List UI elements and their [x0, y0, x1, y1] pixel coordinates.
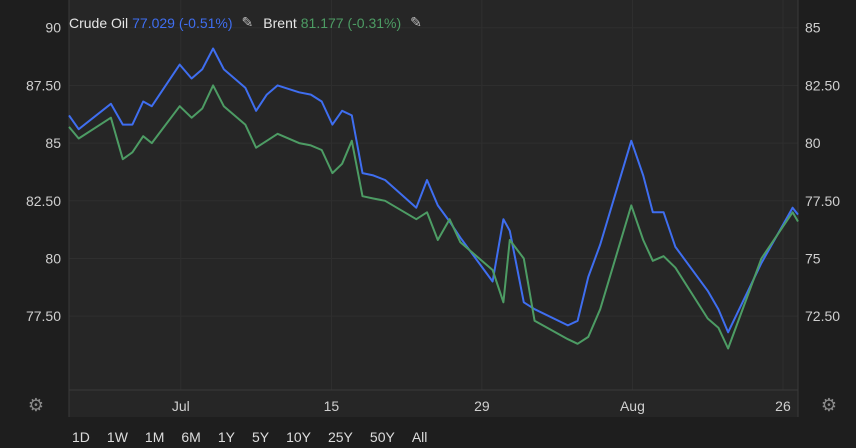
range-button-1m[interactable]: 1M [144, 429, 165, 445]
range-button-25y[interactable]: 25Y [327, 429, 353, 445]
range-button-50y[interactable]: 50Y [369, 429, 395, 445]
y-right-tick-label: 82.50 [805, 77, 840, 93]
series-lines [68, 47, 799, 350]
x-tick-label: 29 [474, 398, 490, 414]
y-right-tick-label: 77.50 [805, 193, 840, 209]
x-tick-label: Jul [172, 398, 190, 414]
pencil-icon[interactable]: ✎ [241, 14, 254, 30]
range-button-1d[interactable]: 1D [72, 429, 90, 445]
range-button-1w[interactable]: 1W [106, 429, 128, 445]
legend-brent-value: 81.177 (-0.31%) [300, 14, 402, 31]
y-right-tick-label: 80 [805, 135, 821, 151]
axis-ticks: 90 87.50 85 82.50 80 77.50 85 82.50 80 77.50 75 72.… [26, 20, 840, 414]
y-left-tick-label: 82.50 [26, 193, 61, 209]
y-right-tick-label: 85 [805, 20, 821, 36]
pencil-icon[interactable]: ✎ [410, 14, 422, 30]
legend-crude-name: Crude Oil [69, 14, 129, 31]
gear-icon[interactable]: ⚙ [27, 395, 45, 415]
crude-oil-line [68, 47, 799, 334]
y-right-tick-label: 75 [805, 250, 821, 266]
y-left-tick-label: 87.50 [26, 77, 61, 93]
y-right-tick-label: 72.50 [805, 308, 840, 324]
range-button-5y[interactable]: 5Y [251, 429, 270, 445]
legend: Crude Oil 77.029 (-0.51%) ✎ Brent 81.177… [69, 14, 432, 31]
range-button-6m[interactable]: 6M [181, 429, 201, 445]
x-tick-label: Aug [620, 398, 645, 414]
grid-lines [68, 0, 799, 417]
y-left-tick-label: 80 [45, 250, 61, 266]
range-button-10y[interactable]: 10Y [286, 429, 311, 445]
range-button-1y[interactable]: 1Y [217, 429, 235, 445]
gear-icon[interactable]: ⚙ [820, 395, 838, 415]
legend-brent-name: Brent [263, 14, 297, 31]
y-left-tick-label: 77.50 [26, 308, 61, 324]
range-button-all[interactable]: All [411, 429, 428, 445]
legend-crude-value: 77.029 (-0.51%) [132, 14, 233, 31]
x-tick-label: 26 [775, 398, 791, 414]
y-left-tick-label: 90 [45, 20, 61, 36]
x-tick-label: 15 [324, 398, 340, 414]
y-left-tick-label: 85 [45, 135, 61, 151]
range-selector: 1D 1W 1M 6M 1Y 5Y 10Y 25Y 50Y All [72, 429, 444, 445]
plot-area [69, 0, 798, 417]
brent-line [68, 84, 799, 350]
